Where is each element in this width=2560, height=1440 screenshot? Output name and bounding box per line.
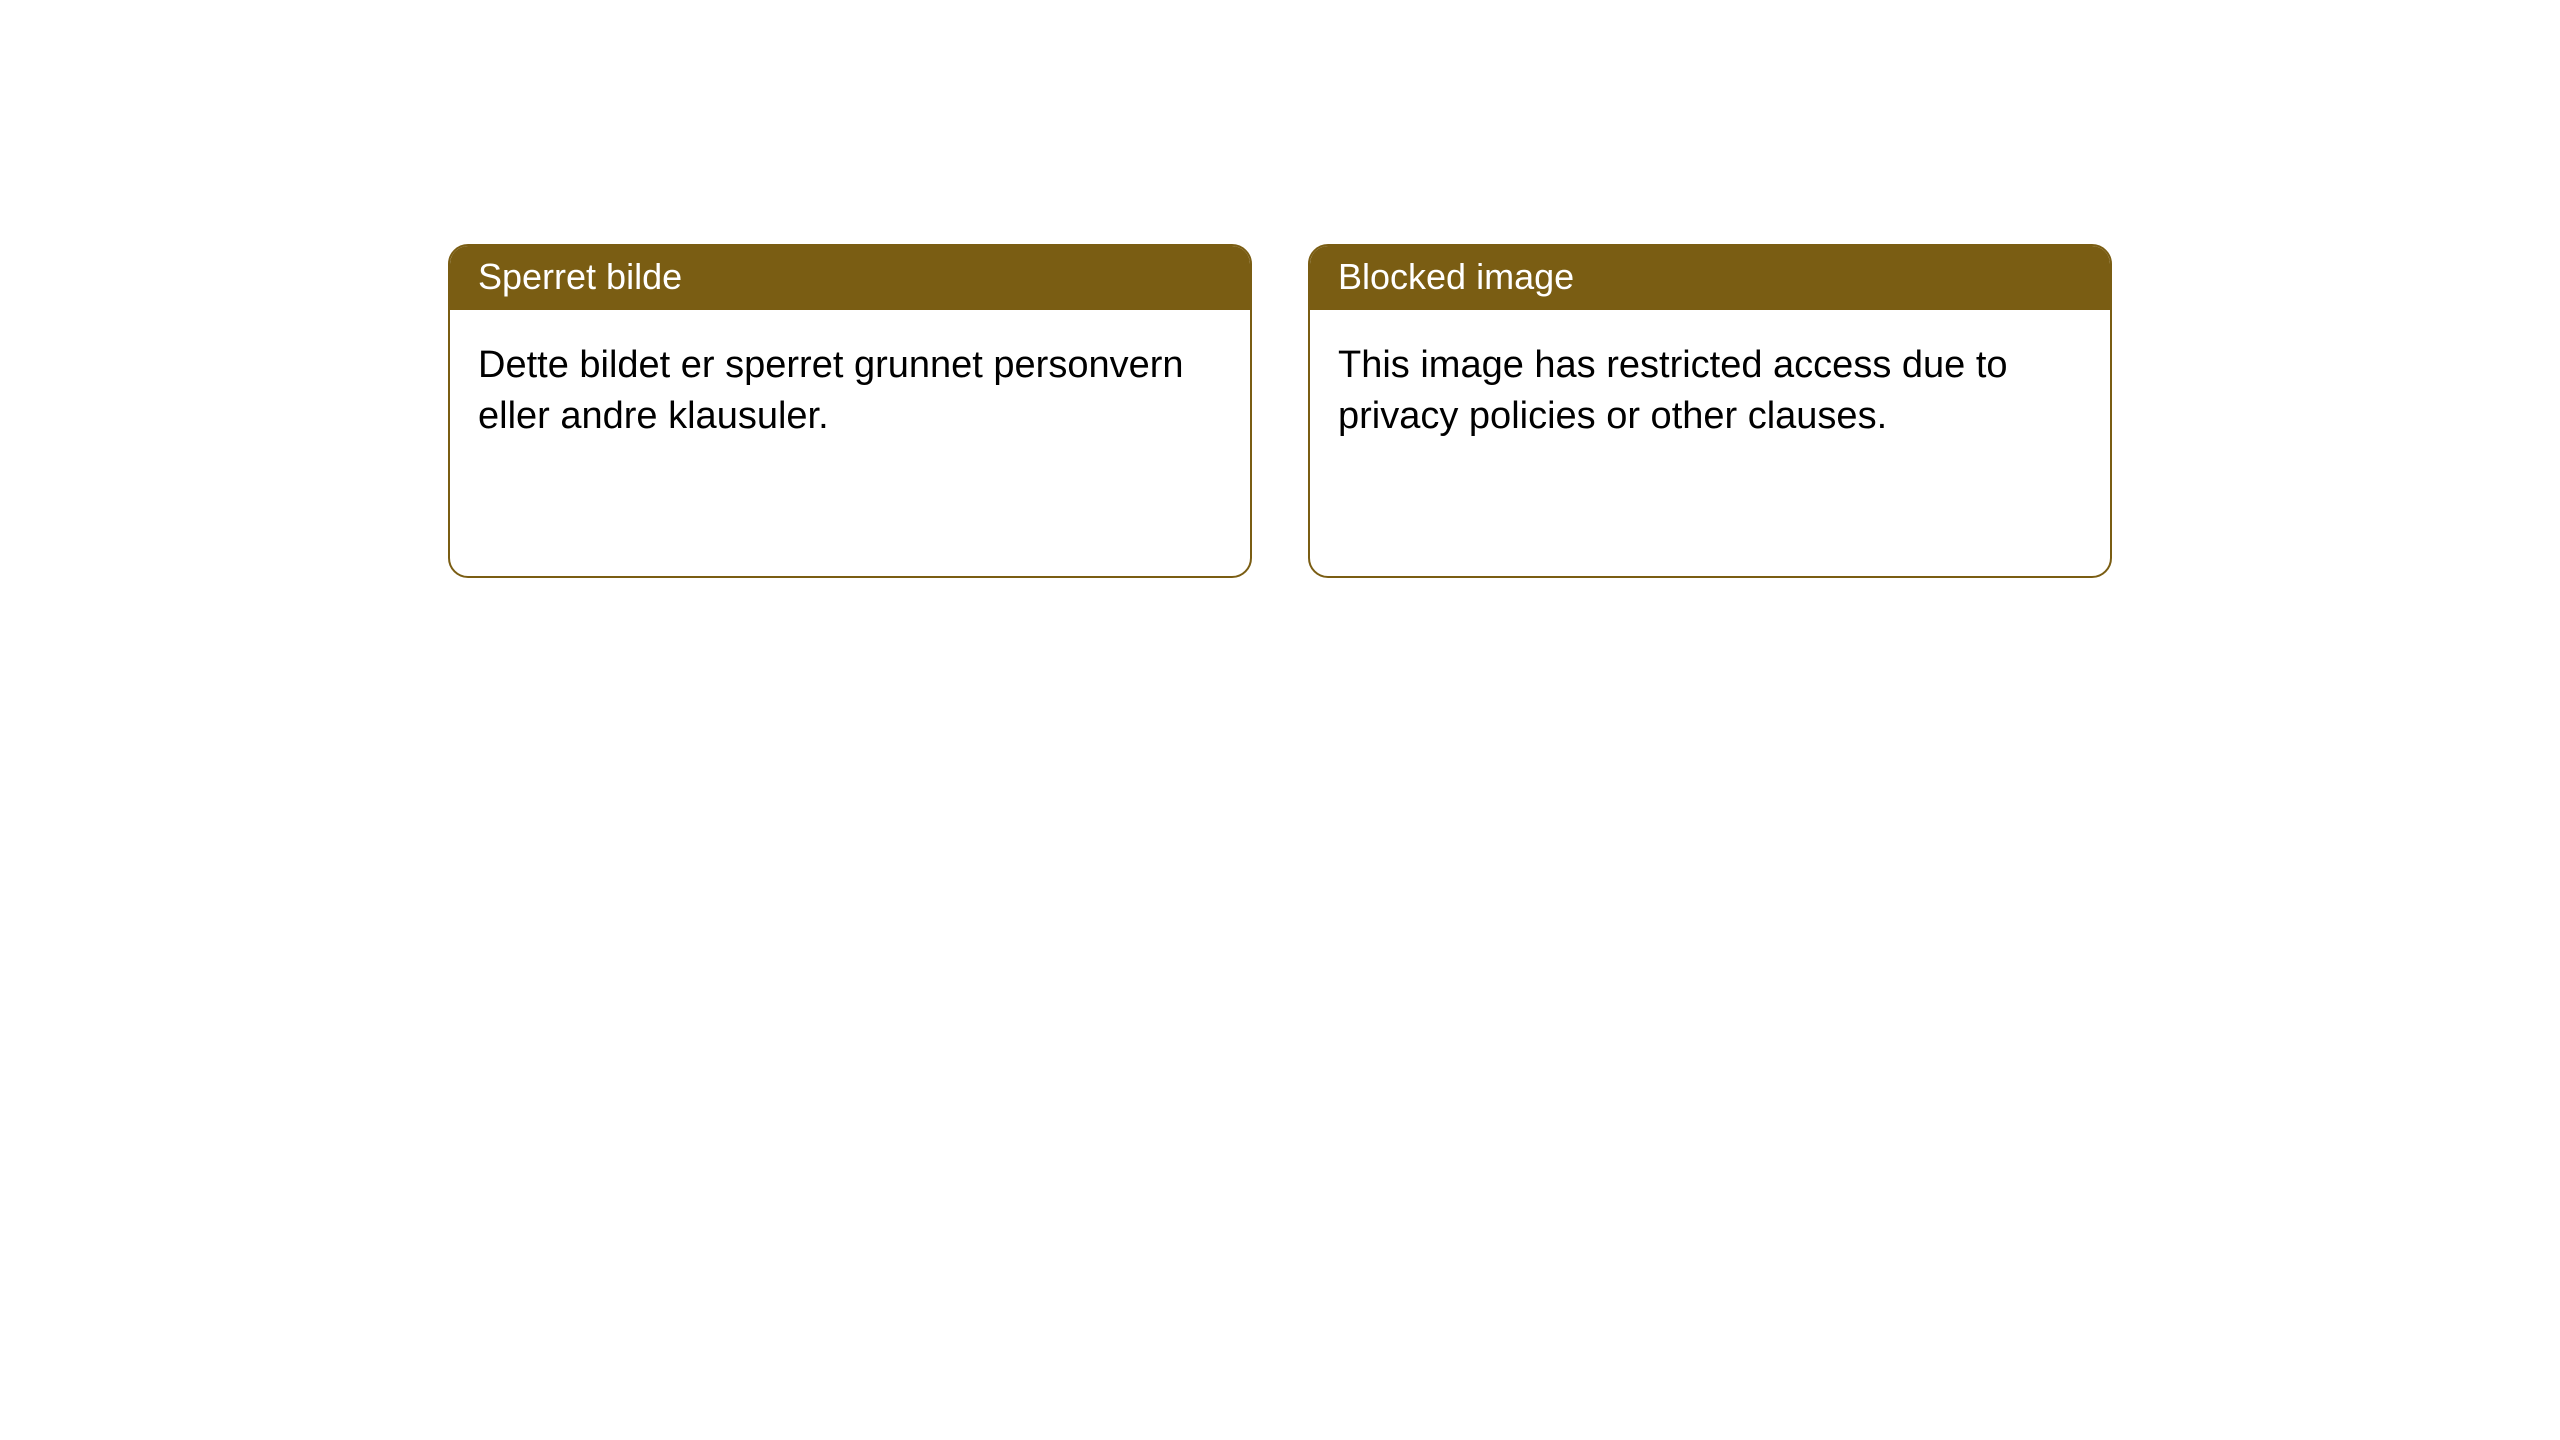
notice-card-english: Blocked image This image has restricted … xyxy=(1308,244,2112,578)
card-body-text: Dette bildet er sperret grunnet personve… xyxy=(478,344,1184,437)
card-body: Dette bildet er sperret grunnet personve… xyxy=(450,310,1250,473)
card-header-text: Blocked image xyxy=(1338,256,1574,297)
notice-card-norwegian: Sperret bilde Dette bildet er sperret gr… xyxy=(448,244,1252,578)
card-header: Sperret bilde xyxy=(450,246,1250,310)
card-body-text: This image has restricted access due to … xyxy=(1338,344,2008,437)
card-body: This image has restricted access due to … xyxy=(1310,310,2110,473)
card-header-text: Sperret bilde xyxy=(478,256,682,297)
notice-container: Sperret bilde Dette bildet er sperret gr… xyxy=(0,0,2560,578)
card-header: Blocked image xyxy=(1310,246,2110,310)
